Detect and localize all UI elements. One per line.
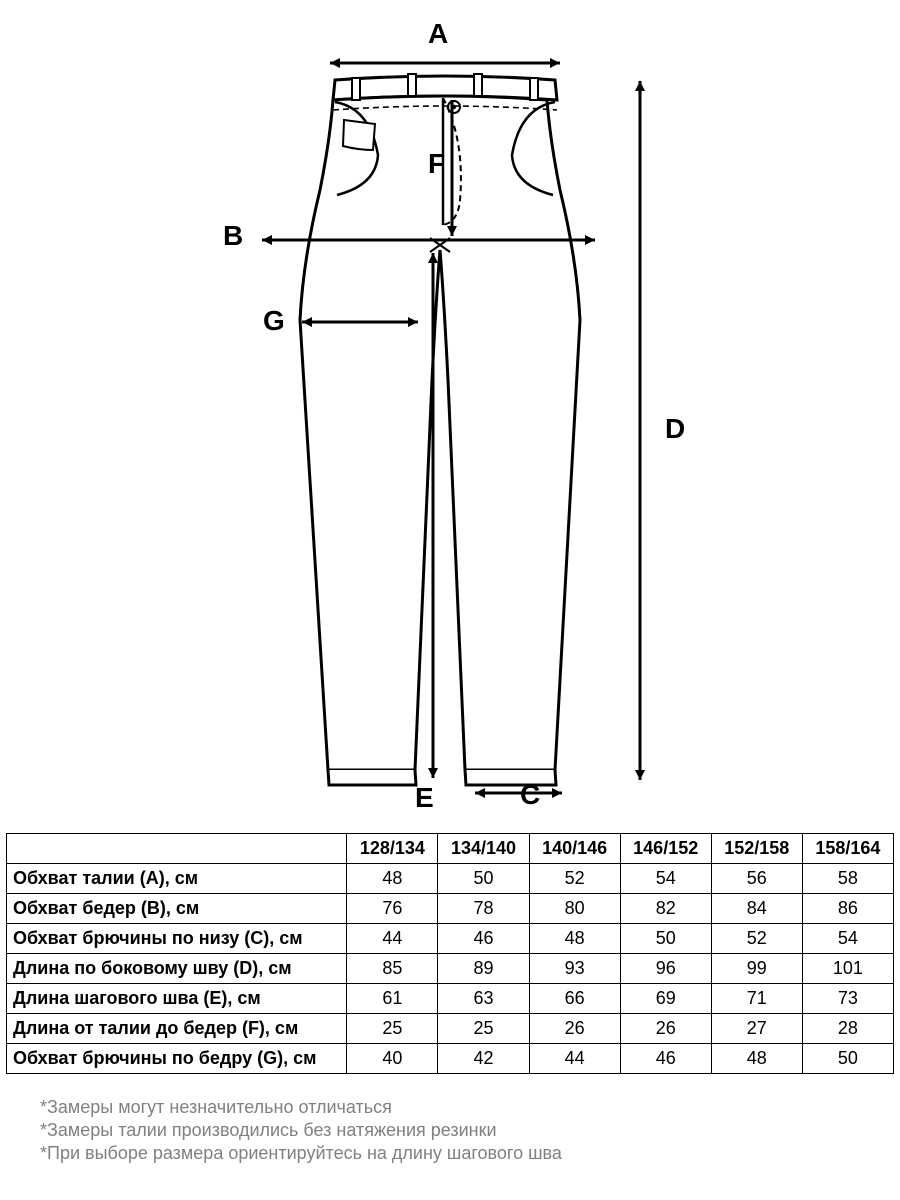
table-row: Обхват бедер (B), см 76 78 80 82 84 86 <box>7 894 894 924</box>
row-label: Обхват брючины по бедру (G), см <box>7 1044 347 1074</box>
table-row: Длина по боковому шву (D), см 85 89 93 9… <box>7 954 894 984</box>
col-header: 152/158 <box>711 834 802 864</box>
table-body: Обхват талии (A), см 48 50 52 54 56 58 О… <box>7 864 894 1074</box>
cell: 84 <box>711 894 802 924</box>
row-label: Обхват брючины по низу (C), см <box>7 924 347 954</box>
cell: 96 <box>620 954 711 984</box>
footnote-line: *Замеры могут незначительно отличаться <box>40 1097 860 1118</box>
cell: 40 <box>347 1044 438 1074</box>
col-header: 158/164 <box>802 834 893 864</box>
table-row: Длина от талии до бедер (F), см 25 25 26… <box>7 1014 894 1044</box>
size-table-container: 128/134 134/140 140/146 146/152 152/158 … <box>6 833 894 1074</box>
size-chart-page: A B C D E F G 128/134 134/140 140/146 14… <box>0 0 900 1200</box>
cell: 89 <box>438 954 529 984</box>
table-corner-cell <box>7 834 347 864</box>
label-E: E <box>415 782 434 814</box>
label-G: G <box>263 305 285 337</box>
cell: 25 <box>347 1014 438 1044</box>
row-label: Длина от талии до бедер (F), см <box>7 1014 347 1044</box>
cell: 82 <box>620 894 711 924</box>
table-row: Обхват талии (A), см 48 50 52 54 56 58 <box>7 864 894 894</box>
label-A: A <box>428 18 448 50</box>
cell: 26 <box>620 1014 711 1044</box>
col-header: 146/152 <box>620 834 711 864</box>
table-row: Обхват брючины по бедру (G), см 40 42 44… <box>7 1044 894 1074</box>
cell: 48 <box>711 1044 802 1074</box>
cell: 71 <box>711 984 802 1014</box>
cell: 99 <box>711 954 802 984</box>
cell: 44 <box>529 1044 620 1074</box>
footnote-line: *Замеры талии производились без натяжени… <box>40 1120 860 1141</box>
row-label: Обхват бедер (B), см <box>7 894 347 924</box>
row-label: Длина шагового шва (E), см <box>7 984 347 1014</box>
cell: 50 <box>620 924 711 954</box>
table-row: Длина шагового шва (E), см 61 63 66 69 7… <box>7 984 894 1014</box>
label-D: D <box>665 413 685 445</box>
cell: 46 <box>620 1044 711 1074</box>
pants-svg <box>0 0 900 820</box>
cell: 54 <box>620 864 711 894</box>
cell: 50 <box>438 864 529 894</box>
row-label: Обхват талии (A), см <box>7 864 347 894</box>
cell: 69 <box>620 984 711 1014</box>
cell: 26 <box>529 1014 620 1044</box>
cell: 80 <box>529 894 620 924</box>
cell: 42 <box>438 1044 529 1074</box>
cell: 78 <box>438 894 529 924</box>
cell: 52 <box>711 924 802 954</box>
cell: 73 <box>802 984 893 1014</box>
cell: 86 <box>802 894 893 924</box>
cell: 61 <box>347 984 438 1014</box>
cell: 48 <box>347 864 438 894</box>
table-row: Обхват брючины по низу (C), см 44 46 48 … <box>7 924 894 954</box>
cell: 27 <box>711 1014 802 1044</box>
col-header: 134/140 <box>438 834 529 864</box>
cell: 50 <box>802 1044 893 1074</box>
cell: 63 <box>438 984 529 1014</box>
footnotes: *Замеры могут незначительно отличаться *… <box>40 1095 860 1166</box>
cell: 46 <box>438 924 529 954</box>
cell: 56 <box>711 864 802 894</box>
table-header-row: 128/134 134/140 140/146 146/152 152/158 … <box>7 834 894 864</box>
cell: 66 <box>529 984 620 1014</box>
col-header: 128/134 <box>347 834 438 864</box>
footnote-line: *При выборе размера ориентируйтесь на дл… <box>40 1143 860 1164</box>
col-header: 140/146 <box>529 834 620 864</box>
label-C: C <box>520 779 540 811</box>
cell: 48 <box>529 924 620 954</box>
cell: 85 <box>347 954 438 984</box>
cell: 28 <box>802 1014 893 1044</box>
cell: 101 <box>802 954 893 984</box>
cell: 93 <box>529 954 620 984</box>
cell: 44 <box>347 924 438 954</box>
size-table: 128/134 134/140 140/146 146/152 152/158 … <box>6 833 894 1074</box>
row-label: Длина по боковому шву (D), см <box>7 954 347 984</box>
label-F: F <box>428 148 445 180</box>
cell: 52 <box>529 864 620 894</box>
cell: 54 <box>802 924 893 954</box>
pants-diagram: A B C D E F G <box>0 0 900 820</box>
cell: 76 <box>347 894 438 924</box>
label-B: B <box>223 220 243 252</box>
cell: 25 <box>438 1014 529 1044</box>
cell: 58 <box>802 864 893 894</box>
